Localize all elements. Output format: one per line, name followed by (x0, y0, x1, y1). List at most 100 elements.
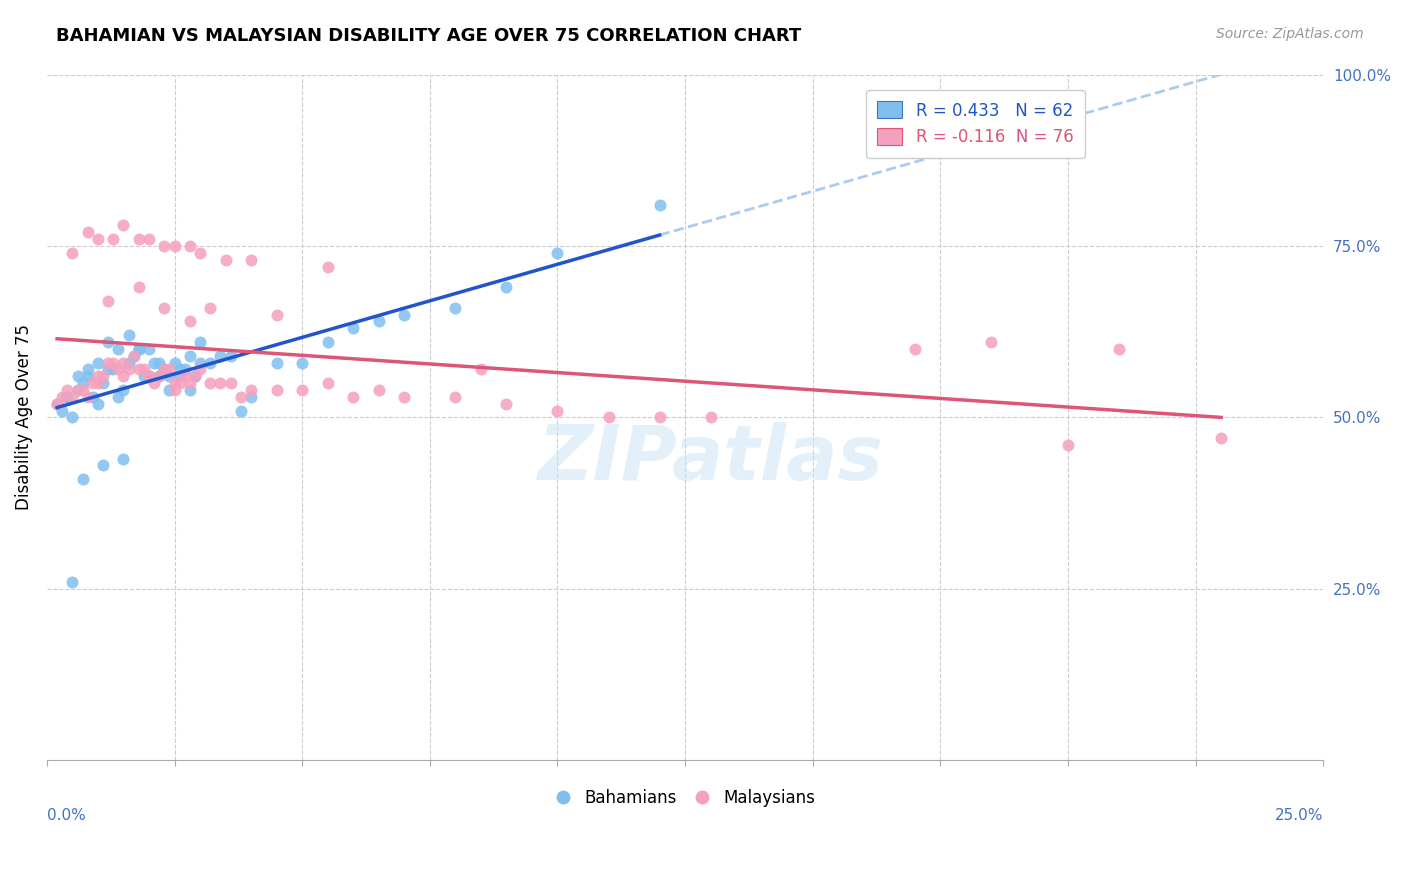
Point (66, 383, 89, 397)
Point (157, 362, 180, 376)
Point (72, 383, 94, 397)
Point (87, 355, 110, 369)
Point (112, 219, 135, 233)
Point (117, 362, 139, 376)
Point (169, 362, 191, 376)
Point (66, 369, 89, 384)
Point (132, 369, 155, 384)
Point (97, 334, 120, 349)
Point (132, 362, 155, 376)
Point (229, 390, 252, 404)
Point (112, 451, 135, 466)
Point (128, 362, 150, 376)
Point (219, 376, 242, 391)
Point (184, 369, 207, 384)
Point (103, 362, 125, 376)
Point (1211, 431, 1233, 445)
Point (76, 362, 98, 376)
Point (87, 376, 110, 391)
Point (240, 252, 263, 267)
Point (62, 410, 84, 425)
Point (91, 369, 114, 384)
Point (173, 369, 195, 384)
Point (76, 225, 98, 239)
Point (1108, 342, 1130, 356)
Legend: Bahamians, Malaysians: Bahamians, Malaysians (548, 782, 823, 814)
Point (179, 383, 201, 397)
Point (163, 376, 186, 391)
Point (128, 342, 150, 356)
Point (169, 376, 191, 391)
Point (72, 376, 94, 391)
Point (209, 349, 232, 363)
Point (62, 390, 84, 404)
Point (153, 362, 176, 376)
Point (138, 369, 160, 384)
Point (112, 369, 135, 384)
Point (648, 410, 671, 425)
Point (143, 376, 166, 391)
Point (495, 280, 517, 294)
Point (128, 342, 150, 356)
Point (179, 314, 201, 328)
Point (117, 328, 139, 343)
Y-axis label: Disability Age Over 75: Disability Age Over 75 (15, 325, 32, 510)
Point (117, 355, 139, 369)
Point (76, 369, 98, 384)
Point (56, 390, 79, 404)
Point (128, 232, 150, 246)
Point (200, 355, 222, 369)
Point (112, 383, 135, 397)
Point (82, 376, 104, 391)
Point (157, 383, 180, 397)
Point (107, 362, 129, 376)
Point (316, 376, 339, 391)
Point (72, 472, 94, 486)
Point (367, 383, 389, 397)
Point (51, 403, 73, 417)
Point (128, 280, 150, 294)
Point (291, 355, 314, 369)
Point (46, 397, 69, 411)
Point (316, 260, 339, 274)
Point (209, 376, 232, 391)
Point (904, 342, 927, 356)
Point (169, 369, 191, 384)
Point (546, 245, 568, 260)
Text: BAHAMIAN VS MALAYSIAN DISABILITY AGE OVER 75 CORRELATION CHART: BAHAMIAN VS MALAYSIAN DISABILITY AGE OVE… (56, 27, 801, 45)
Point (291, 383, 314, 397)
Point (153, 239, 176, 253)
Point (91, 458, 114, 473)
Point (107, 342, 129, 356)
Point (342, 321, 364, 335)
Point (200, 376, 222, 391)
Text: Source: ZipAtlas.com: Source: ZipAtlas.com (1216, 27, 1364, 41)
Point (51, 390, 73, 404)
Point (148, 369, 170, 384)
Point (188, 245, 211, 260)
Point (470, 362, 492, 376)
Point (699, 410, 721, 425)
Point (495, 397, 517, 411)
Point (153, 362, 176, 376)
Text: 25.0%: 25.0% (1275, 808, 1323, 823)
Point (46, 397, 69, 411)
Point (56, 383, 79, 397)
Point (76, 390, 98, 404)
Point (266, 383, 288, 397)
Point (87, 397, 110, 411)
Point (56, 390, 79, 404)
Point (138, 232, 160, 246)
Point (367, 314, 389, 328)
Point (240, 390, 263, 404)
Point (214, 252, 236, 267)
Point (138, 369, 160, 384)
Point (200, 301, 222, 315)
Point (91, 376, 114, 391)
Point (153, 301, 176, 315)
Point (107, 390, 129, 404)
Point (138, 369, 160, 384)
Point (394, 390, 416, 404)
Text: ZIPatlas: ZIPatlas (537, 422, 883, 496)
Point (444, 301, 467, 315)
